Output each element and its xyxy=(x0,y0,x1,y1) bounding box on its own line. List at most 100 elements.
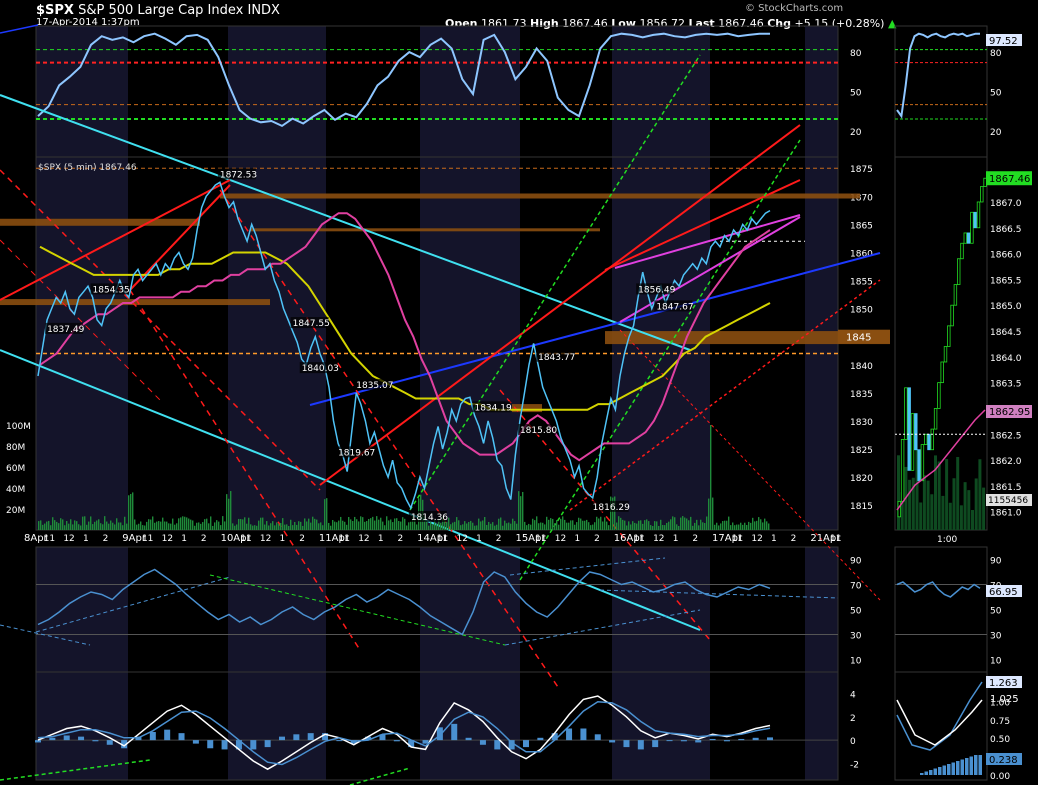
trendline-red-dashed xyxy=(219,189,561,691)
volume-bar xyxy=(766,521,768,530)
volume-bar xyxy=(188,518,190,530)
volume-bar xyxy=(586,519,588,530)
volume-bar xyxy=(168,523,170,530)
side-macd-histogram-bar xyxy=(938,767,942,775)
macd-histogram-bar xyxy=(235,740,242,750)
x-axis-tick-label: 1 xyxy=(673,534,679,544)
volume-bar xyxy=(704,523,706,530)
side-volume-bar xyxy=(956,457,960,530)
volume-bar xyxy=(548,519,550,530)
session-shade-top xyxy=(420,26,520,530)
side-sma-tag-bg xyxy=(986,405,1032,418)
price-line xyxy=(37,181,771,510)
volume-bar xyxy=(660,519,662,530)
volume-bar xyxy=(754,521,756,530)
volume-bar xyxy=(276,522,278,530)
price-tag-label: 1845 xyxy=(846,333,871,344)
volume-bar xyxy=(668,521,670,530)
volume-bar xyxy=(458,520,460,530)
volume-bar xyxy=(438,518,440,530)
side-candle xyxy=(914,413,918,451)
side-macd-histogram-bar xyxy=(951,762,955,775)
volume-bar xyxy=(388,520,390,530)
volume-bar xyxy=(338,520,340,530)
volume-bar xyxy=(444,520,446,530)
macd-histogram-bar xyxy=(566,728,573,741)
volume-bar xyxy=(234,525,236,530)
volume-bar xyxy=(196,522,198,530)
volume-bar xyxy=(402,517,404,530)
volume-bar xyxy=(42,524,44,530)
trendline-cyan-upper xyxy=(0,94,691,351)
volume-bar xyxy=(184,516,186,530)
volume-bar xyxy=(378,519,380,530)
volume-bar xyxy=(212,525,214,530)
volume-bar xyxy=(292,525,294,530)
volume-bar xyxy=(154,522,156,530)
volume-bar xyxy=(524,521,526,530)
volume-bar xyxy=(634,522,636,530)
volume-bar xyxy=(546,516,548,530)
volume-bar xyxy=(686,518,688,530)
volume-bar xyxy=(456,517,458,530)
volume-bar xyxy=(294,521,296,530)
volume-bar xyxy=(346,524,348,530)
volume-bar xyxy=(566,522,568,530)
macd-histogram-bar xyxy=(637,740,644,750)
price-annotation: 1854.35 xyxy=(93,285,130,295)
x-axis-tick-label: 1 xyxy=(574,534,580,544)
x-axis-tick-label: 11 xyxy=(142,534,153,544)
ticker-name: S&P 500 Large Cap Index xyxy=(78,3,244,18)
side-candle xyxy=(940,361,944,384)
volume-bar xyxy=(80,525,82,530)
ticker-symbol: $SPX xyxy=(36,3,74,18)
volume-bar xyxy=(342,520,344,530)
side-candle xyxy=(907,387,911,471)
annotation-bg xyxy=(290,317,329,329)
x-axis-tick-label: 2 xyxy=(103,534,109,544)
x-axis-tick-label: 16Apr xyxy=(614,533,645,544)
macd-tick-label: 4 xyxy=(850,691,856,701)
volume-bar xyxy=(696,519,698,530)
volume-bar xyxy=(56,521,58,530)
side-volume-bar xyxy=(926,480,930,530)
volume-bar xyxy=(252,525,254,530)
volume-bar xyxy=(724,520,726,530)
annotation-bg xyxy=(217,168,256,180)
volume-bar xyxy=(468,521,470,530)
volume-bar xyxy=(96,520,98,530)
volume-bar xyxy=(472,522,474,530)
volume-bar xyxy=(742,524,744,530)
up-arrow-icon: ▲ xyxy=(887,17,897,30)
price-panel-title: $SPX (5 min) 1867.46 xyxy=(38,163,137,173)
sma-fast-line xyxy=(39,212,771,462)
volume-bar xyxy=(198,522,200,530)
volume-bar xyxy=(64,525,66,530)
volume-bar xyxy=(464,521,466,530)
macd-histogram-bar xyxy=(106,740,113,745)
volume-bar xyxy=(70,519,72,530)
volume-bar xyxy=(706,516,708,530)
macd-histogram-bar xyxy=(752,737,759,741)
volume-bar xyxy=(278,523,280,530)
volume-bar xyxy=(506,523,508,530)
volume-bar xyxy=(132,492,134,530)
volume-bar xyxy=(748,521,750,530)
side-candle xyxy=(924,433,928,445)
volume-bar xyxy=(514,521,516,530)
volume-bar xyxy=(58,523,60,530)
side-price-tick-label: 1862.0 xyxy=(990,457,1022,467)
side-price-tick-label: 1864.0 xyxy=(990,354,1022,364)
volume-bar xyxy=(320,522,322,530)
volume-bar xyxy=(598,518,600,530)
side-price-tick-label: 1867.0 xyxy=(990,199,1022,209)
macd-tick-label: 2 xyxy=(850,714,856,724)
rsi-mid-trend-dashed xyxy=(35,576,231,633)
volume-bar xyxy=(100,523,102,530)
volume-bar xyxy=(262,517,264,530)
side-price-tick-label: 1861.0 xyxy=(990,509,1022,519)
volume-bar xyxy=(538,523,540,530)
x-axis-tick-label: 12 xyxy=(653,534,664,544)
volume-bar xyxy=(330,525,332,530)
volume-bar xyxy=(194,525,196,530)
